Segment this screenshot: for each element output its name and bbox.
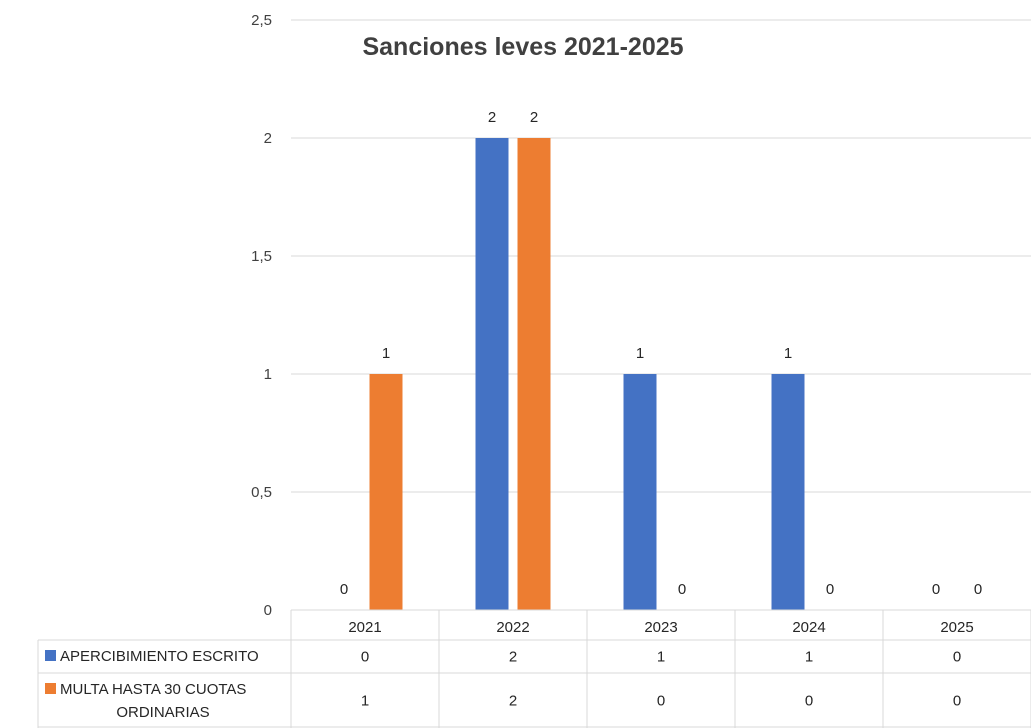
data-label: 1 [784,345,792,362]
bar [623,374,657,610]
bar [517,138,551,610]
legend-label: ORDINARIAS [116,704,209,721]
bar [771,374,805,610]
data-label: 2 [488,109,496,126]
y-tick-label: 0,5 [251,484,272,501]
legend-swatch [45,683,56,694]
y-tick-label: 1 [264,366,272,383]
table-cell: 1 [361,693,369,710]
data-label: 0 [932,581,940,598]
bars [369,138,805,610]
y-tick-label: 2,5 [251,12,272,29]
table-cell: 0 [805,693,813,710]
bar [369,374,403,610]
y-tick-label: 2 [264,130,272,147]
x-tick-label: 2021 [348,619,381,636]
data-label: 0 [340,581,348,598]
data-label: 0 [678,581,686,598]
table-cell: 0 [361,649,369,666]
x-tick-label: 2025 [940,619,973,636]
data-label: 0 [826,581,834,598]
y-tick-label: 1,5 [251,248,272,265]
data-label: 2 [530,109,538,126]
data-label: 1 [382,345,390,362]
legend-swatch [45,650,56,661]
data-label: 1 [636,345,644,362]
table-cell: 1 [657,649,665,666]
y-tick-label: 0 [264,602,272,619]
x-tick-label: 2023 [644,619,677,636]
data-label: 0 [974,581,982,598]
y-axis-ticks: 0 0,5 1 1,5 2 2,5 [251,12,272,619]
legend-label: MULTA HASTA 30 CUOTAS [60,681,246,698]
table-cell: 2 [509,693,517,710]
table-cell: 0 [657,693,665,710]
table-cell: 0 [953,693,961,710]
chart-title: Sanciones leves 2021-2025 [362,33,683,61]
x-tick-label: 2024 [792,619,825,636]
x-tick-label: 2022 [496,619,529,636]
data-labels: 0 1 2 2 1 0 1 0 0 0 [340,109,982,598]
table-cell: 0 [953,649,961,666]
table-cell: 2 [509,649,517,666]
bar [475,138,509,610]
legend-label: APERCIBIMIENTO ESCRITO [60,648,259,665]
table-cell: 1 [805,649,813,666]
